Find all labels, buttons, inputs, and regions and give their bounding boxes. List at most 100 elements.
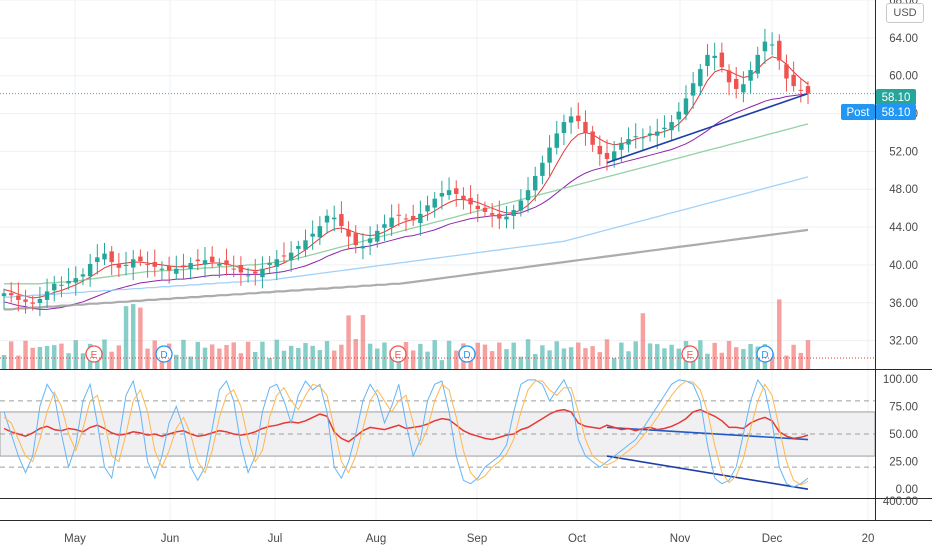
candle-body [726, 70, 732, 83]
post-tag-label-bg [841, 104, 875, 120]
volume-bar [281, 350, 287, 369]
candle-body [403, 218, 409, 220]
candle-body [425, 205, 430, 212]
volume-bar [130, 304, 136, 369]
volume-bar [798, 352, 804, 369]
volume-bar [331, 350, 337, 369]
volume-bar [769, 353, 775, 369]
candle-body [202, 260, 208, 265]
candle-body [540, 162, 545, 176]
volume-bar [554, 341, 559, 369]
volume-bar [310, 345, 315, 369]
volume-bar [346, 315, 351, 369]
price-tick-label: 32.00 [889, 336, 918, 348]
volume-bar [497, 342, 502, 369]
candle-body [30, 302, 35, 304]
volume-bar [102, 339, 107, 369]
volume-bar [73, 340, 79, 369]
oscillator-line [3, 378, 809, 488]
last-price-tag: 58.10 [876, 89, 916, 105]
x-tick-label: 20 [862, 533, 875, 545]
volume-bar [16, 355, 21, 369]
currency-badge[interactable]: USD [886, 3, 924, 23]
oscillator-tick-label: 100.00 [883, 374, 918, 386]
volume-bar [188, 356, 193, 369]
candle-body [260, 268, 265, 278]
oscillator-tick-label: 25.00 [889, 457, 918, 469]
candle-body [604, 152, 610, 159]
candle-body [554, 133, 559, 148]
volume-bar [576, 342, 581, 369]
volume-bar [669, 344, 674, 369]
candle-body [719, 52, 725, 68]
price-tick-label: 60.00 [889, 71, 918, 83]
candle-body [109, 251, 114, 263]
candle-body [389, 217, 394, 228]
volume-bar [288, 345, 294, 369]
candle-body [655, 131, 660, 136]
volume-bar [267, 358, 272, 369]
volume-bar [80, 353, 86, 369]
axis-labels: MayJunJulAugSepOctNovDec2068.0064.0060.0… [64, 0, 918, 545]
candle-body [102, 253, 107, 260]
volume-bar [504, 349, 509, 369]
volume-bar [425, 351, 430, 369]
candle-body [224, 260, 229, 265]
volume-bar [8, 341, 14, 369]
volume-bar [410, 350, 416, 369]
candle-body [253, 271, 258, 274]
x-tick-label: Jun [161, 533, 180, 545]
moving-average-line [4, 123, 809, 285]
last-price-tag-bg [876, 89, 916, 105]
support-trendline [606, 92, 809, 164]
volume-bar [360, 315, 366, 369]
candle-body [152, 262, 157, 267]
candle-body [511, 210, 516, 216]
candle-body [741, 84, 746, 93]
candle-body [145, 263, 150, 265]
x-tick-label: Nov [670, 533, 691, 545]
candle-body [698, 69, 703, 87]
volume-bar [274, 339, 280, 369]
price-candles [1, 28, 811, 317]
volume-bar [532, 353, 538, 369]
volume-bar [23, 340, 28, 369]
candle-body [267, 263, 272, 265]
event-marker-label: D [160, 350, 167, 361]
candle-body [346, 229, 351, 237]
moving-average-line [3, 93, 809, 310]
volume-bar [418, 343, 423, 369]
candle-body [138, 256, 143, 262]
volume-bar [733, 347, 739, 369]
volume-bar [741, 349, 746, 369]
candle-body [339, 214, 344, 227]
volume-bar [597, 352, 603, 369]
price-grid [0, 0, 875, 520]
volume-bar [59, 343, 64, 369]
volume-bar [547, 350, 552, 369]
candle-body [748, 70, 753, 81]
candle-body [303, 240, 308, 250]
volume-bar [719, 352, 725, 369]
volume-bar [231, 342, 236, 369]
candle-body [518, 200, 524, 211]
volume-bar [44, 345, 50, 369]
volume-bar [446, 340, 452, 369]
event-marker-label: D [761, 350, 768, 361]
moving-averages [3, 56, 809, 311]
candle-body [23, 299, 28, 302]
candle-body [762, 41, 768, 52]
lower-pane-tick-label: 400.00 [883, 496, 918, 508]
candle-body [611, 151, 617, 161]
volume-bar [317, 350, 323, 369]
candle-body [690, 83, 696, 96]
candle-body [454, 188, 459, 194]
candle-body [116, 264, 122, 268]
candle-body [95, 257, 100, 263]
volume-bar [525, 339, 531, 369]
candle-body [123, 264, 129, 266]
volume-bar [145, 348, 150, 369]
volume-bar [382, 342, 387, 369]
event-marker-label: D [463, 350, 470, 361]
